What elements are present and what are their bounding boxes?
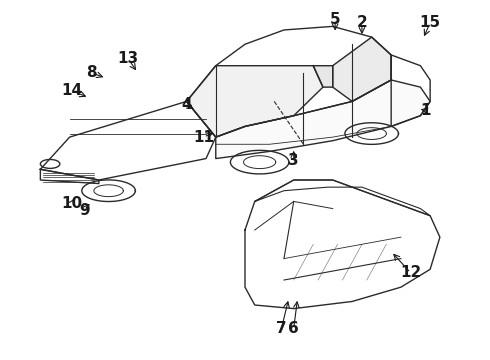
Text: 6: 6 [288, 321, 299, 336]
Polygon shape [333, 37, 391, 102]
Text: 8: 8 [86, 65, 97, 80]
Text: 15: 15 [419, 15, 441, 30]
Text: 7: 7 [276, 321, 287, 336]
Polygon shape [216, 80, 430, 158]
Text: 9: 9 [79, 203, 90, 218]
Text: 2: 2 [357, 15, 368, 30]
Text: 3: 3 [289, 153, 299, 168]
Text: 10: 10 [61, 196, 83, 211]
Text: 4: 4 [181, 98, 192, 112]
Polygon shape [313, 66, 333, 87]
Text: 14: 14 [61, 83, 83, 98]
Text: 1: 1 [420, 103, 431, 118]
Text: 5: 5 [330, 12, 341, 27]
Polygon shape [187, 66, 323, 137]
Text: 12: 12 [400, 265, 421, 280]
Text: 11: 11 [193, 130, 214, 145]
Text: 13: 13 [118, 51, 139, 66]
